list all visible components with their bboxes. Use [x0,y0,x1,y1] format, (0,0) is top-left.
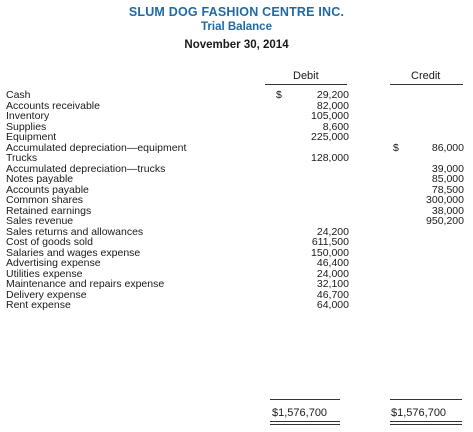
credit-dollar-sign: $ [393,141,399,154]
table-row: Notes payable 85,000 [6,174,468,185]
table-row: Inventory 105,000 [6,111,468,122]
table-row: Maintenance and repairs expense 32,100 [6,279,468,290]
account-name: Rent expense [6,299,71,311]
debit-amount: 82,000 [316,99,349,112]
debit-amount: 150,000 [311,246,349,259]
debit-amount: 105,000 [311,110,349,122]
credit-amount: 86,000 [431,141,464,154]
account-name: Salaries and wages expense [6,246,141,259]
table-row: Sales revenue 950,200 [6,216,468,227]
credit-double-rule [390,421,462,425]
table-row: Retained earnings 38,000 [6,204,468,217]
account-name: Accumulated depreciation—trucks [6,162,166,175]
debit-amount: 225,000 [311,131,349,143]
credit-amount: 39,000 [431,162,464,175]
account-name: Trucks [6,152,38,164]
debit-amount: 128,000 [311,152,349,164]
table-row: Common shares 300,000 [6,195,468,206]
account-name: Cost of goods sold [6,236,93,248]
account-name: Notes payable [6,173,74,185]
debit-column-header: Debit [293,70,319,82]
table-row: Equipment 225,000 [6,132,468,143]
account-name: Utilities expense [6,267,83,280]
debit-amount: 46,700 [316,288,349,301]
statement-title: Trial Balance [201,21,272,33]
table-row: Utilities expense 24,000 [6,267,468,280]
debit-double-rule [270,421,340,425]
debit-amount: 611,500 [311,236,349,248]
table-row: Sales returns and allowances 24,200 [6,225,468,238]
trial-balance-table: Cash $29,200 Accounts receivable 82,000 Inve… [6,90,468,311]
table-row: Trucks 128,000 [6,153,468,164]
account-name: Delivery expense [6,288,87,301]
debit-dollar-sign: $ [276,89,282,101]
account-name: Advertising expense [6,257,101,269]
table-row: Supplies 8,600 [6,120,468,133]
credit-column-header: Credit [411,70,441,82]
account-name: Maintenance and repairs expense [6,278,165,290]
account-name: Cash [6,89,31,101]
statement-date: November 30, 2014 [184,39,289,51]
credit-amount: 38,000 [431,204,464,217]
debit-amount: 24,200 [316,225,349,238]
credit-total: $1,576,700 [391,407,447,419]
credit-amount: 78,500 [431,183,464,196]
credit-amount: 300,000 [426,194,464,206]
account-name: Accumulated depreciation—equipment [6,141,187,154]
account-name: Common shares [6,194,84,206]
debit-amount: 64,000 [316,299,349,311]
table-row: Rent expense 64,000 [6,300,468,311]
debit-header-rule [265,84,347,85]
debit-amount: 8,600 [322,120,349,133]
debit-amount: 24,000 [316,267,349,280]
debit-total: $1,576,700 [272,407,328,419]
account-name: Accounts receivable [6,99,100,112]
table-row: Salaries and wages expense 150,000 [6,246,468,259]
table-row: Accounts payable 78,500 [6,183,468,196]
credit-amount: 950,200 [426,215,464,227]
table-row: Cash $29,200 [6,90,468,101]
debit-amount: 29,200 [316,89,349,101]
credit-header-rule [390,84,463,85]
table-row: Delivery expense 46,700 [6,288,468,301]
account-name: Accounts payable [6,183,89,196]
account-name: Sales revenue [6,215,74,227]
account-name: Inventory [6,110,50,122]
debit-amount: 32,100 [316,278,349,290]
account-name: Equipment [6,131,57,143]
table-row: Accounts receivable 82,000 [6,99,468,112]
credit-amount: 85,000 [431,173,464,185]
debit-total-rule [270,399,340,400]
debit-amount: 46,400 [316,257,349,269]
company-name: SLUM DOG FASHION CENTRE INC. [128,5,345,19]
account-name: Retained earnings [6,204,92,217]
account-name: Sales returns and allowances [6,225,144,238]
table-row: Accumulated depreciation—trucks 39,000 [6,162,468,175]
table-row: Accumulated depreciation—equipment $86,00… [6,141,468,154]
account-name: Supplies [6,120,47,133]
table-row: Advertising expense 46,400 [6,258,468,269]
credit-total-rule [390,399,462,400]
table-row: Cost of goods sold 611,500 [6,237,468,248]
